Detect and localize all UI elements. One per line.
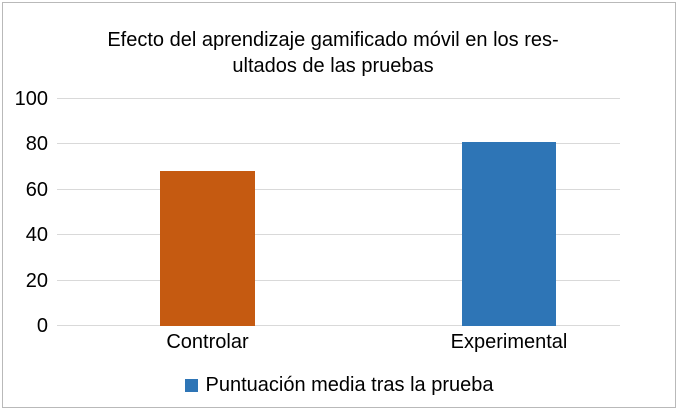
y-axis-labels: 0 20 40 60 80 100 xyxy=(0,89,48,336)
legend-label: Puntuación media tras la prueba xyxy=(205,374,494,396)
y-tick-label-0: 0 xyxy=(36,315,48,337)
gridline-40 xyxy=(57,234,620,236)
gridline-20 xyxy=(57,279,620,281)
plot-area xyxy=(57,98,620,326)
legend-swatch-icon xyxy=(184,379,198,392)
gridline-80 xyxy=(57,143,620,145)
gridline-0 xyxy=(57,325,620,326)
chart-title-line-1: Efecto del aprendizaje gamificado móvil … xyxy=(107,29,559,51)
y-tick-label-40: 40 xyxy=(25,224,48,247)
y-tick-label-80: 80 xyxy=(25,133,48,156)
y-tick-label-20: 20 xyxy=(25,269,48,292)
x-axis-labels: Controlar Experimental xyxy=(0,331,678,357)
bar-experimental xyxy=(462,142,556,326)
x-category-label-experimental: Experimental xyxy=(450,331,568,353)
gridline-60 xyxy=(57,188,620,190)
chart-title-line-2: ultados de las pruebas xyxy=(232,55,434,77)
gridline-100 xyxy=(57,98,620,99)
legend: Puntuación media tras la prueba xyxy=(0,374,678,397)
y-tick-label-60: 60 xyxy=(25,178,48,201)
chart-title: Efecto del aprendizaje gamificado móvil … xyxy=(0,27,666,79)
y-tick-label-100: 100 xyxy=(14,88,48,110)
x-category-label-controlar: Controlar xyxy=(166,331,249,353)
bar-controlar xyxy=(160,170,255,326)
